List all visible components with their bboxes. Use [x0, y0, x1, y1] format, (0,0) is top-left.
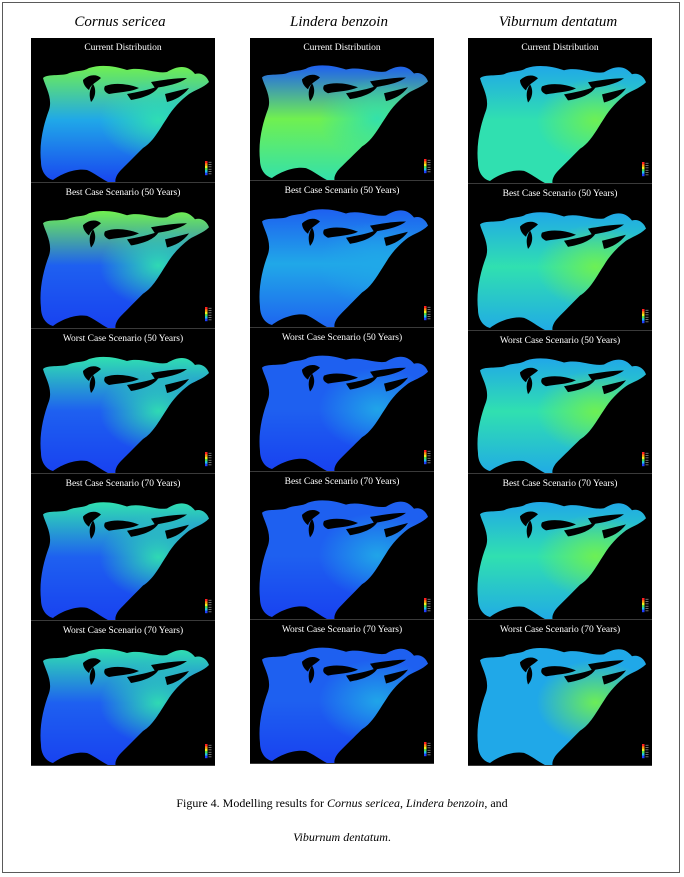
distribution-map: [477, 212, 649, 330]
panel-title: Worst Case Scenario (70 Years): [281, 625, 403, 635]
panel-title: Best Case Scenario (70 Years): [65, 479, 181, 489]
color-legend: [642, 598, 649, 613]
distribution-map: [40, 65, 212, 182]
species-title-cornus: Cornus sericea: [74, 14, 166, 30]
map-panel: Worst Case Scenario (50 Years): [31, 329, 215, 474]
color-legend: [642, 744, 649, 759]
panel-title: Best Case Scenario (50 Years): [65, 188, 181, 198]
map-panel: Worst Case Scenario (70 Years): [31, 621, 215, 766]
map-panel: Worst Case Scenario (70 Years): [468, 620, 652, 766]
panel-title: Worst Case Scenario (50 Years): [62, 334, 184, 344]
distribution-map: [477, 66, 649, 183]
panel-title: Current Distribution: [84, 43, 162, 53]
map-panel: Best Case Scenario (50 Years): [468, 184, 652, 331]
distribution-map: [40, 356, 212, 473]
distribution-map: [259, 65, 431, 180]
color-legend: [205, 452, 212, 467]
map-panel: Current Distribution: [468, 38, 652, 184]
panel-title: Current Distribution: [303, 43, 381, 53]
map-panel: Worst Case Scenario (70 Years): [250, 620, 434, 764]
map-panel: Current Distribution: [31, 38, 215, 183]
map-panel: Worst Case Scenario (50 Years): [468, 331, 652, 474]
distribution-map: [259, 647, 431, 763]
map-panel: Best Case Scenario (70 Years): [468, 474, 652, 620]
color-legend: [205, 161, 212, 176]
color-legend: [205, 307, 212, 322]
color-legend: [205, 599, 212, 614]
panel-title: Worst Case Scenario (70 Years): [499, 625, 621, 635]
panel-title: Best Case Scenario (70 Years): [284, 477, 400, 487]
color-legend: [424, 159, 431, 174]
color-legend: [424, 450, 431, 465]
panel-title: Worst Case Scenario (70 Years): [62, 626, 184, 636]
distribution-map: [477, 502, 649, 619]
distribution-map: [477, 648, 649, 765]
panel-title: Best Case Scenario (70 Years): [502, 479, 618, 489]
distribution-map: [259, 500, 431, 619]
distribution-map: [259, 209, 431, 327]
distribution-map: [40, 211, 212, 328]
color-legend: [424, 742, 431, 757]
map-panel: Best Case Scenario (70 Years): [250, 472, 434, 620]
panel-title: Worst Case Scenario (50 Years): [499, 336, 621, 346]
figure-caption-line1: Figure 4. Modelling results for Cornus s…: [176, 796, 508, 810]
map-panel: Current Distribution: [250, 38, 434, 181]
color-legend: [642, 309, 649, 324]
panel-title: Best Case Scenario (50 Years): [502, 189, 618, 199]
color-legend: [424, 306, 431, 321]
distribution-map: [477, 358, 649, 473]
distribution-map: [40, 502, 212, 620]
panel-title: Best Case Scenario (50 Years): [284, 186, 400, 196]
panel-title: Worst Case Scenario (50 Years): [281, 333, 403, 343]
distribution-map: [40, 648, 212, 765]
color-legend: [424, 598, 431, 613]
distribution-map: [259, 355, 431, 471]
map-panel: Best Case Scenario (70 Years): [31, 474, 215, 621]
map-panel: Worst Case Scenario (50 Years): [250, 328, 434, 472]
species-title-lindera: Lindera benzoin: [290, 14, 388, 30]
species-title-viburnum: Viburnum dentatum: [498, 14, 618, 30]
figure-caption-line2: Viburnum dentatum.: [293, 830, 391, 844]
panel-title: Current Distribution: [521, 43, 599, 53]
color-legend: [205, 744, 212, 759]
map-panel: Best Case Scenario (50 Years): [250, 181, 434, 328]
map-panel: Best Case Scenario (50 Years): [31, 183, 215, 329]
color-legend: [642, 452, 649, 467]
color-legend: [642, 162, 649, 177]
